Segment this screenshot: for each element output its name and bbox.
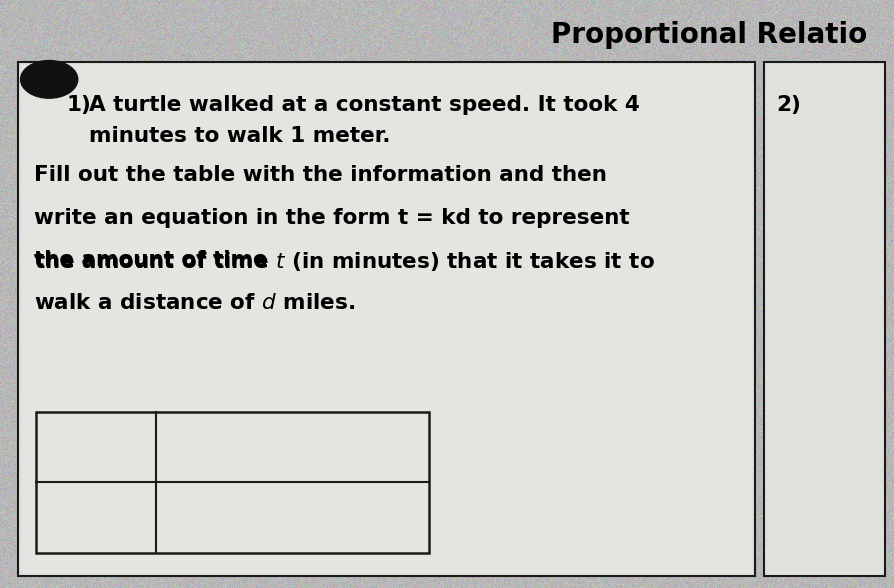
Text: the amount of time: the amount of time bbox=[34, 250, 275, 270]
Text: walk a distance of $\mathit{d}$ miles.: walk a distance of $\mathit{d}$ miles. bbox=[34, 293, 355, 313]
Text: 2): 2) bbox=[776, 95, 801, 115]
Text: 1): 1) bbox=[67, 95, 92, 115]
Text: Proportional Relatio: Proportional Relatio bbox=[551, 21, 867, 49]
Text: the amount of time $\mathit{t}$ (in minutes) that it takes it to: the amount of time $\mathit{t}$ (in minu… bbox=[34, 250, 654, 273]
FancyBboxPatch shape bbox=[764, 62, 885, 576]
Circle shape bbox=[21, 61, 78, 98]
Text: minutes to walk 1 meter.: minutes to walk 1 meter. bbox=[89, 126, 391, 146]
Text: Fill out the table with the information and then: Fill out the table with the information … bbox=[34, 165, 607, 185]
FancyBboxPatch shape bbox=[22, 65, 751, 573]
Text: A turtle walked at a constant speed. It took 4: A turtle walked at a constant speed. It … bbox=[89, 95, 640, 115]
FancyBboxPatch shape bbox=[18, 62, 755, 576]
Text: write an equation in the form t = kd to represent: write an equation in the form t = kd to … bbox=[34, 208, 629, 228]
